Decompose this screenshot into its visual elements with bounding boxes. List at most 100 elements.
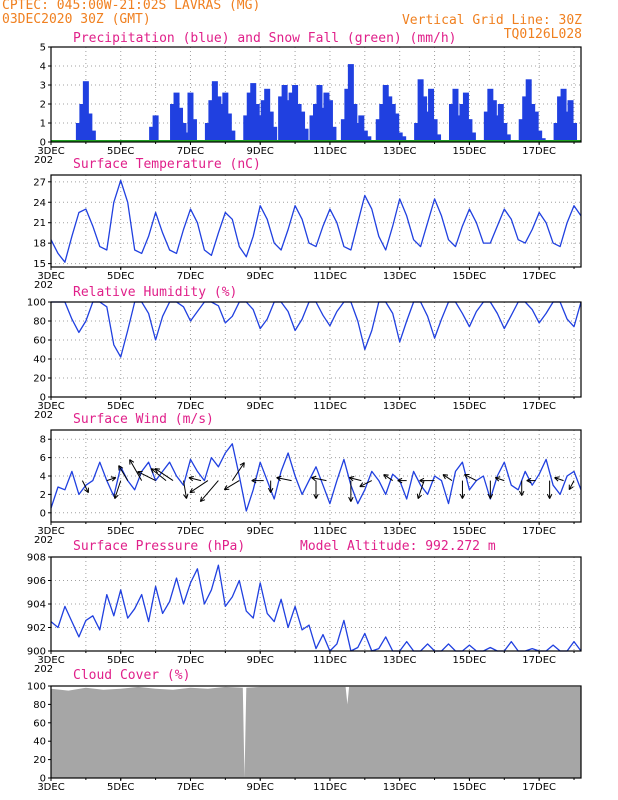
panel-title: Surface Wind (m/s) xyxy=(73,412,214,427)
precipitation-bar xyxy=(257,115,264,142)
x-tick-label: 17DEC xyxy=(522,655,556,666)
x-tick-label: 9DEC xyxy=(247,271,274,282)
x-tick-label: 5DEC xyxy=(107,782,134,793)
x-tick-label: 3DEC xyxy=(37,782,64,793)
precipitation-bar xyxy=(75,123,82,142)
y-tick-label: 3 xyxy=(40,81,46,92)
precipitation-bar xyxy=(82,81,89,142)
precipitation-bar xyxy=(152,115,159,142)
precipitation-bar xyxy=(393,113,400,142)
precipitation-bar xyxy=(288,92,295,142)
x-tick-label: 13DEC xyxy=(383,526,417,537)
x-year-label: 202 xyxy=(34,410,53,421)
x-tick-label: 15DEC xyxy=(453,146,487,157)
x-tick-label: 9DEC xyxy=(247,782,274,793)
wind-vector xyxy=(495,477,505,482)
x-tick-label: 7DEC xyxy=(177,655,204,666)
y-tick-label: 4 xyxy=(40,62,46,73)
precipitation-bar xyxy=(375,119,382,142)
y-tick-label: 20 xyxy=(33,755,46,766)
precipitation-bar xyxy=(177,107,184,142)
wind-vector xyxy=(129,459,143,481)
panel-6: Cloud Cover (%) 0 20 40 60 80 100 3DEC 5DEC 7DEC 9… xyxy=(27,668,582,793)
wind-vector xyxy=(464,474,477,482)
x-tick-label: 11DEC xyxy=(313,655,347,666)
header-date: 03DEC2020 30Z (GMT) xyxy=(2,12,151,27)
x-year-label: 202 xyxy=(34,155,53,166)
x-tick-label: 15DEC xyxy=(453,526,487,537)
series-line xyxy=(51,301,582,358)
wind-vector xyxy=(114,480,122,499)
x-tick-label: 7DEC xyxy=(177,146,204,157)
x-tick-label: 3DEC xyxy=(37,146,64,157)
x-tick-label: 11DEC xyxy=(313,401,347,412)
x-tick-label: 11DEC xyxy=(313,271,347,282)
precipitation-bar xyxy=(501,123,508,142)
precipitation-bar xyxy=(400,136,407,142)
panel-frame xyxy=(50,685,582,779)
x-tick-label: 7DEC xyxy=(177,271,204,282)
precipitation-bar xyxy=(532,111,539,142)
wind-vector-head xyxy=(313,493,319,499)
y-tick-label: 0 xyxy=(40,138,46,149)
precipitation-bar xyxy=(86,113,93,142)
precipitation-bar xyxy=(567,100,574,142)
y-tick-label: 60 xyxy=(33,718,46,729)
precipitation-bar xyxy=(170,104,177,142)
y-tick-label: 4 xyxy=(40,472,46,483)
wind-vector-head xyxy=(519,490,525,496)
wind-vector xyxy=(137,471,156,482)
wind-vector-head xyxy=(188,475,194,482)
precipitation-bar xyxy=(354,123,361,142)
wind-vector-head xyxy=(199,496,206,503)
precipitation-bar xyxy=(455,115,462,142)
x-tick-label: 5DEC xyxy=(107,655,134,666)
wind-vector-head xyxy=(239,462,245,468)
precipitation-bar xyxy=(271,126,278,142)
y-tick-label: 0 xyxy=(40,508,46,519)
precipitation-bar xyxy=(557,96,564,142)
wind-vector xyxy=(189,480,209,494)
precipitation-bar xyxy=(417,79,424,142)
precipitation-bar xyxy=(295,104,302,142)
y-tick-label: 100 xyxy=(27,298,46,309)
y-tick-label: 908 xyxy=(27,553,46,564)
precipitation-bar xyxy=(253,104,260,142)
x-tick-label: 17DEC xyxy=(522,782,556,793)
x-tick-label: 13DEC xyxy=(383,271,417,282)
y-tick-label: 906 xyxy=(27,576,46,587)
precipitation-bar xyxy=(469,132,476,142)
precipitation-bar xyxy=(386,96,393,142)
precipitation-bar xyxy=(483,111,490,142)
precipitation-bar xyxy=(323,92,330,142)
precipitation-bar xyxy=(414,123,421,142)
x-tick-label: 3DEC xyxy=(37,655,64,666)
y-tick-label: 2 xyxy=(40,490,46,501)
precipitation-bar xyxy=(560,88,567,142)
x-tick-label: 9DEC xyxy=(247,401,274,412)
wind-vector-head xyxy=(419,477,425,484)
precipitation-bar xyxy=(208,100,215,142)
y-tick-label: 900 xyxy=(27,647,46,658)
x-tick-label: 7DEC xyxy=(177,782,204,793)
x-tick-label: 13DEC xyxy=(383,146,417,157)
precipitation-bar xyxy=(79,104,86,142)
wind-vector-head xyxy=(183,493,189,499)
wind-vector xyxy=(442,474,453,482)
precipitation-bar xyxy=(522,96,529,142)
x-tick-label: 13DEC xyxy=(383,782,417,793)
precipitation-bar xyxy=(396,132,403,142)
x-tick-label: 15DEC xyxy=(453,401,487,412)
precipitation-bar xyxy=(459,104,466,142)
precipitation-bar xyxy=(431,119,438,142)
x-tick-label: 15DEC xyxy=(453,271,487,282)
y-tick-label: 0 xyxy=(40,393,46,404)
wind-vector-head xyxy=(110,476,117,482)
x-tick-label: 7DEC xyxy=(177,526,204,537)
x-year-label: 202 xyxy=(34,535,53,546)
x-tick-label: 13DEC xyxy=(383,401,417,412)
precipitation-bar xyxy=(243,115,250,142)
precipitation-bar xyxy=(466,119,473,142)
x-tick-label: 3DEC xyxy=(37,401,64,412)
